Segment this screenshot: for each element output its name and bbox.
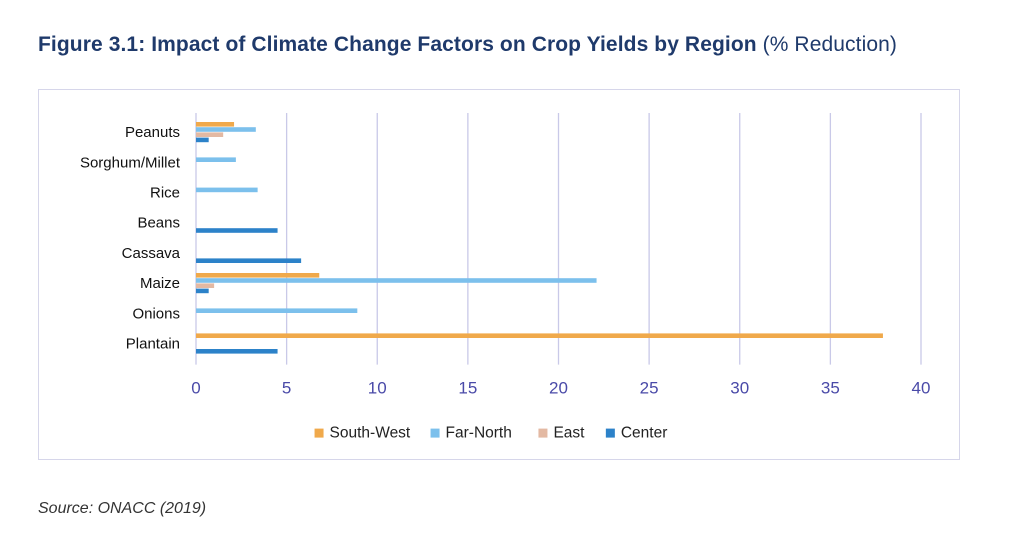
legend-label-east: East xyxy=(553,425,585,442)
x-tick-label-30: 30 xyxy=(730,379,749,398)
source-note: Source: ONACC (2019) xyxy=(38,500,207,517)
x-tick-label-10: 10 xyxy=(368,379,387,398)
legend-swatch-east xyxy=(538,428,548,438)
category-label-cassava: Cassava xyxy=(122,245,181,262)
bar-center-plantain xyxy=(196,349,278,354)
x-tick-label-35: 35 xyxy=(821,379,840,398)
bar-center-beans xyxy=(196,228,278,233)
bar-far-north-rice xyxy=(196,187,258,193)
category-label-peanuts: Peanuts xyxy=(125,124,180,141)
bar-far-north-maize xyxy=(196,278,597,283)
bar-south-west-plantain xyxy=(196,333,883,338)
bar-chart: 0 5 10 15 20 25 30 35 40 Peanuts Sorghum/Millet Ric… xyxy=(80,113,931,442)
category-label-sorghum-millet: Sorghum/Millet xyxy=(80,154,181,171)
legend-swatch-south-west xyxy=(314,428,324,438)
x-tick-label-20: 20 xyxy=(549,379,568,398)
x-tick-label-0: 0 xyxy=(191,379,200,398)
bar-far-north-sorghum-millet xyxy=(196,157,236,162)
legend-swatch-center xyxy=(605,428,615,438)
legend-swatch-far-north xyxy=(430,428,440,438)
x-tick-label-25: 25 xyxy=(640,379,659,398)
bar-east-maize xyxy=(196,283,215,288)
category-label-plantain: Plantain xyxy=(126,336,180,353)
bar-far-north-onions xyxy=(196,308,358,313)
bar-south-west-maize xyxy=(196,273,320,278)
figure-title-main: Figure 3.1: Impact of Climate Change Fac… xyxy=(38,33,757,56)
legend-label-far-north: Far-North xyxy=(446,425,512,442)
x-tick-label-40: 40 xyxy=(912,379,931,398)
legend-label-center: Center xyxy=(621,425,668,442)
legend-label-south-west: South-West xyxy=(330,425,411,442)
x-tick-label-15: 15 xyxy=(458,379,477,398)
bar-center-maize xyxy=(196,288,209,294)
chart-frame: 0 5 10 15 20 25 30 35 40 Peanuts Sorghum/Millet Ric… xyxy=(38,89,960,460)
category-label-beans: Beans xyxy=(137,215,180,232)
bar-center-peanuts xyxy=(196,137,209,143)
category-label-rice: Rice xyxy=(150,185,180,202)
category-label-onions: Onions xyxy=(132,305,180,322)
x-tick-label-5: 5 xyxy=(282,379,291,398)
bar-south-west-peanuts xyxy=(196,122,235,127)
bar-center-cassava xyxy=(196,258,302,263)
figure-title-suffix: (% Reduction) xyxy=(762,33,897,56)
bar-far-north-peanuts xyxy=(196,127,256,132)
bar-east-peanuts xyxy=(196,132,224,137)
category-label-maize: Maize xyxy=(140,275,180,292)
figure-title: Figure 3.1: Impact of Climate Change Fac… xyxy=(38,33,897,57)
